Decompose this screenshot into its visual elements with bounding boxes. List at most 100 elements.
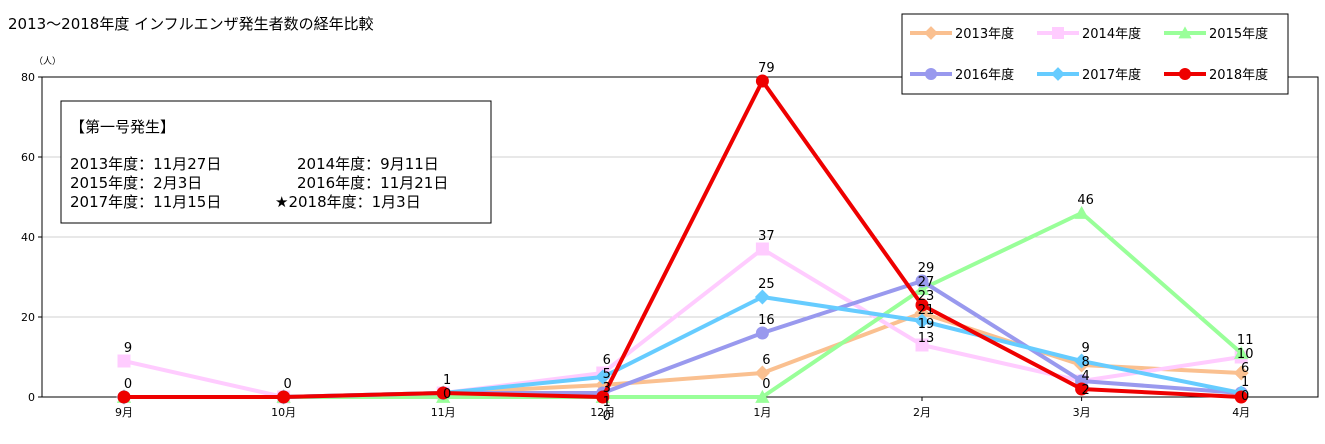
y-tick-label-80: 80	[21, 71, 35, 84]
series-5-point-5	[915, 298, 929, 312]
series-layer	[116, 74, 1249, 405]
data-label-s3-i6: 4	[1081, 369, 1089, 384]
series-4-point-4	[754, 289, 770, 305]
info-box-frame	[60, 100, 492, 224]
info-box-heading: 【第一号発生】	[70, 118, 175, 136]
x-tick-label-1: 10月	[271, 406, 296, 419]
y-tick-label-60: 60	[21, 151, 35, 164]
data-label-s5-i5: 23	[918, 289, 935, 304]
series-2-point-6	[1074, 205, 1089, 219]
series-5-point-2	[436, 386, 450, 400]
series-4-point-5	[914, 313, 930, 329]
legend-entry-2: 2015年度	[1164, 26, 1268, 42]
data-label-s4-i3: 5	[603, 367, 611, 382]
x-axis-ticks: 9月 10月 11月 12月 1月 2月 3月 4月	[115, 397, 1250, 419]
series-1-point-4	[755, 242, 769, 256]
legend-label-0: 2013年度	[955, 26, 1014, 42]
legend-label-4: 2017年度	[1082, 67, 1141, 83]
series-5-point-4	[755, 74, 769, 88]
data-label-s5-i0: 0	[124, 377, 132, 392]
legend-swatch-marker-1	[1052, 27, 1064, 39]
legend-frame	[901, 13, 1289, 95]
series-2-point-4	[755, 389, 770, 403]
info-row-1-right: 2014年度：9月11日	[297, 155, 439, 173]
data-label-s3-i1: 0	[283, 377, 291, 392]
x-tick-label-6: 3月	[1073, 406, 1091, 419]
data-label-s3-i3: 1	[603, 395, 611, 410]
data-label-s4-i7: 1	[1241, 375, 1249, 390]
legend-label-2: 2015年度	[1209, 26, 1268, 42]
data-label-s0-i7: 6	[1241, 361, 1249, 376]
series-4-point-6	[1074, 353, 1090, 369]
series-0-point-4	[754, 365, 770, 381]
y-axis-unit-label: （人）	[34, 56, 61, 67]
legend-swatch-marker-0	[924, 26, 938, 40]
legend: 2013年度 2014年度 2015年度 2016年度 2017年度 2018年度	[901, 13, 1289, 95]
data-label-s1-i5: 13	[918, 331, 935, 346]
data-label-s5-i6: 2	[1081, 383, 1089, 398]
data-label-s2-i6: 46	[1077, 193, 1094, 208]
info-row-3-right: ★2018年度：1月3日	[275, 193, 421, 211]
series-3-point-4	[755, 326, 769, 340]
data-label-s0-i6: 8	[1081, 355, 1089, 370]
x-tick-label-5: 2月	[913, 406, 931, 419]
legend-entry-5: 2018年度	[1164, 67, 1268, 83]
x-tick-label-3: 12月	[590, 406, 615, 419]
series-2-point-7	[1234, 345, 1249, 359]
series-4-point-3	[595, 369, 611, 385]
series-5-point-7	[1234, 390, 1248, 404]
x-tick-label-7: 4月	[1232, 406, 1250, 419]
legend-entry-1: 2014年度	[1037, 26, 1141, 42]
data-label-s1-i7: 10	[1237, 347, 1254, 362]
data-label-s3-i4: 16	[758, 313, 775, 328]
y-tick-label-40: 40	[21, 231, 35, 244]
series-1-point-0	[117, 354, 131, 368]
data-label-s5-i3: 0	[603, 409, 611, 424]
data-label-s0-i4: 6	[762, 353, 770, 368]
legend-entry-4: 2017年度	[1037, 67, 1141, 83]
data-label-s2-i4: 0	[762, 377, 770, 392]
data-label-s1-i0: 9	[124, 341, 132, 356]
legend-label-3: 2016年度	[955, 67, 1014, 83]
data-label-s2-i7: 11	[1237, 333, 1254, 348]
data-label-s4-i6: 9	[1081, 341, 1089, 356]
y-axis-ticks: 0 20 40 60 80	[21, 71, 42, 404]
data-label-s3-i5: 29	[918, 261, 935, 276]
info-row-3-left: 2017年度：11月15日	[70, 193, 221, 211]
legend-swatch-marker-2	[1178, 26, 1192, 39]
x-tick-label-0: 9月	[115, 406, 133, 419]
first-outbreak-info-box: 【第一号発生】 2013年度：11月27日 2014年度：9月11日 2015年…	[60, 100, 492, 224]
data-label-s4-i4: 25	[758, 277, 775, 292]
legend-label-5: 2018年度	[1209, 67, 1268, 83]
y-tick-label-20: 20	[21, 311, 35, 324]
series-5-point-6	[1075, 382, 1089, 396]
data-label-s5-i4: 79	[758, 61, 775, 76]
data-label-s1-i3: 6	[603, 353, 611, 368]
legend-swatch-marker-4	[1051, 67, 1065, 81]
info-row-2-right: 2016年度：11月21日	[297, 174, 448, 192]
data-label-s5-i2: 1	[443, 373, 451, 388]
data-label-s0-i5: 21	[918, 303, 935, 318]
legend-swatch-marker-5	[1179, 68, 1191, 80]
data-label-s4-i5: 19	[918, 317, 935, 332]
chart-title: 2013〜2018年度 インフルエンザ発生者数の経年比較	[8, 15, 374, 33]
series-5-point-0	[117, 390, 131, 404]
legend-entry-0: 2013年度	[910, 26, 1014, 42]
series-5	[117, 74, 1248, 404]
x-tick-label-2: 11月	[431, 406, 456, 419]
series-5-point-3	[596, 390, 610, 404]
legend-label-1: 2014年度	[1082, 26, 1141, 42]
series-1-point-5	[915, 338, 929, 352]
y-tick-label-0: 0	[28, 391, 35, 404]
series-5-line	[124, 79, 1242, 399]
legend-swatch-marker-3	[925, 68, 937, 80]
x-tick-label-4: 1月	[753, 406, 771, 419]
data-labels-layer: 90 0 1065310793725166029272321191346984211…	[124, 61, 1254, 424]
info-row-1-left: 2013年度：11月27日	[70, 155, 221, 173]
data-label-s5-i7: 0	[1241, 389, 1249, 404]
data-label-s0-i3: 3	[603, 381, 611, 396]
series-3-point-5	[915, 274, 929, 288]
series-0-point-7	[1233, 365, 1249, 381]
info-row-2-left: 2015年度：2月3日	[70, 174, 202, 192]
